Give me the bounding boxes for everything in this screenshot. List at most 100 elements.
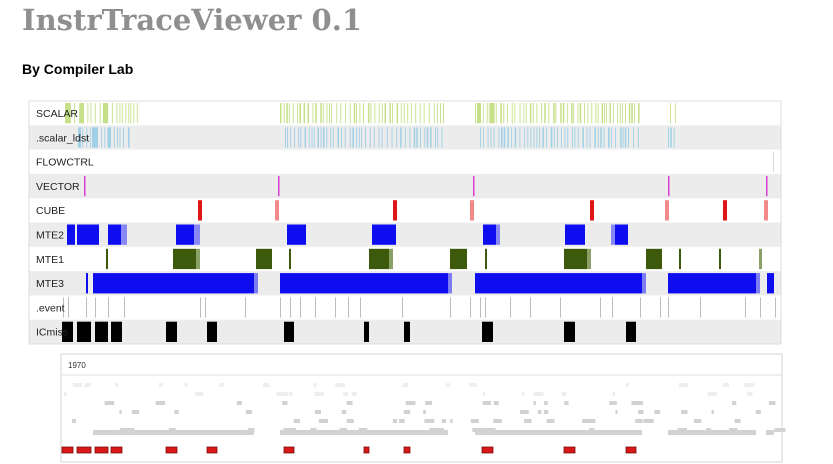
trace-mark [550,127,553,148]
track-row-flowctrl[interactable]: FLOWCTRL [36,151,774,172]
overview-marker [165,446,178,454]
trace-mark [450,248,467,270]
trace-mark [78,127,81,148]
trace-mark [396,103,399,124]
overview-mark [289,392,293,396]
trace-mark [637,127,639,148]
trace-mark [665,200,669,221]
trace-mark [79,103,81,124]
track-row-mte3[interactable]: MTE3 [29,271,781,296]
trace-mark [290,127,292,148]
trace-mark [587,248,591,270]
overview-mark [768,401,776,405]
overview-mark [693,419,702,423]
trace-mark [286,103,288,124]
overview-mark [104,401,115,405]
trace-mark [280,103,282,124]
overview-mark [766,430,774,435]
overview-mark [351,392,357,396]
trace-mark [384,103,387,124]
trace-mark [430,127,432,148]
trace-mark [409,127,411,148]
trace-mark [759,248,762,270]
trace-mark [441,127,443,148]
trace-mark [591,103,593,124]
trace-mark [300,127,302,148]
trace-mark [756,273,760,294]
overview-marker [363,446,370,454]
trace-mark [300,297,301,318]
trace-mark [503,103,505,124]
track-row-event[interactable]: .event [36,297,776,318]
trace-mark [582,127,584,148]
overview-mark [482,392,486,396]
trace-mark [600,297,601,318]
overview-mark [71,419,77,423]
track-row-cube[interactable]: CUBE [36,200,768,221]
trace-mark [86,297,87,318]
overview-mark [423,410,426,414]
trace-mark [364,321,369,342]
overview-mark [609,401,617,405]
trace-mark [574,127,576,148]
trace-mark [117,127,118,148]
track-band [29,222,781,247]
trace-mark [341,127,342,148]
tracks-frame [28,100,782,345]
trace-mark [402,297,403,318]
trace-mark [393,200,397,221]
overview-mark [446,383,450,387]
trace-mark [278,175,280,197]
trace-mark [628,127,629,148]
trace-mark [287,224,306,245]
track-row-mte2[interactable]: MTE2 [29,222,781,247]
trace-mark [626,321,636,342]
trace-mark [312,103,314,124]
trace-mark [571,103,573,124]
trace-mark [507,127,509,148]
trace-mark [426,127,429,148]
trace-mark [77,224,99,245]
trace-mark [511,127,513,148]
overview-mark [405,401,416,405]
trace-mark [113,127,115,148]
track-label: ICmiss [36,327,68,339]
trace-mark [80,103,84,124]
trace-mark [289,248,291,270]
overview-mark [402,383,409,387]
trace-mark [367,103,370,124]
trace-mark [480,127,481,148]
trace-mark [108,297,109,318]
track-row-mte1[interactable]: MTE1 [36,248,762,270]
track-row-icmiss[interactable]: ICmiss [29,319,781,344]
trace-mark [166,321,177,342]
trace-mark [764,200,768,221]
trace-mark [564,321,575,342]
trace-mark [392,103,394,124]
app-subtitle: By Compiler Lab [22,61,134,77]
track-row-scalar[interactable]: SCALAR [36,103,676,124]
trace-mark [564,248,587,270]
overview-mark [649,419,654,423]
app-title: InstrTraceViewer 0.1 [22,3,362,37]
overview-mark [313,383,317,387]
trace-mark [437,127,439,148]
trace-mark [604,103,605,124]
trace-mark [514,127,517,148]
overview-mark [533,392,544,396]
trace-mark [352,127,354,148]
trace-mark [496,224,500,245]
trace-mark [597,127,599,148]
overview-mark [734,419,741,423]
track-row-vector[interactable]: VECTOR [29,173,781,199]
track-row-scalar-ldst[interactable]: .scalar_ldst [29,125,781,150]
overview-mark [774,428,786,432]
trace-mark [292,103,294,124]
trace-mark [322,103,324,124]
trace-mark [435,127,436,148]
trace-mark [128,103,130,124]
overview-panel[interactable]: 1970 [60,353,786,463]
trace-mark [103,103,108,124]
trace-mark [668,175,670,197]
